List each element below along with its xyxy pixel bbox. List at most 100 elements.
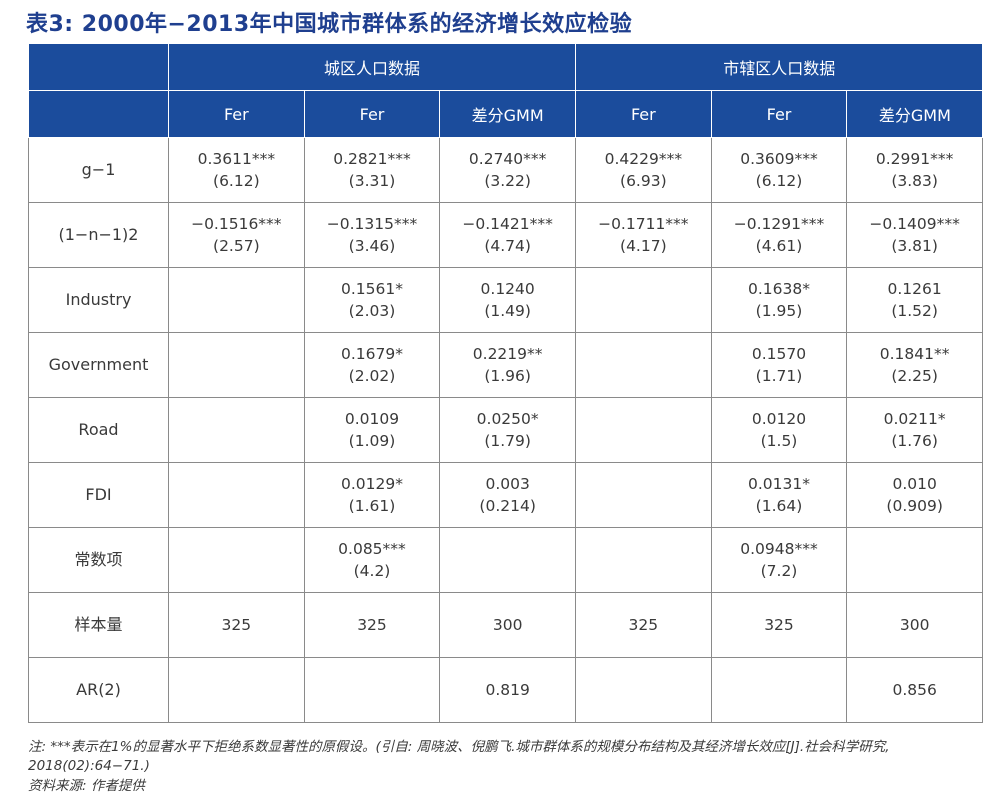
coefficient-value: 0.0120 — [751, 410, 807, 428]
column-header: Fer — [575, 90, 712, 138]
t-statistic: (4.61) — [755, 237, 803, 255]
table-cell — [575, 267, 712, 333]
table-cell: 0.0948*** (7.2) — [710, 527, 848, 593]
t-statistic: (4.2) — [353, 562, 391, 580]
table-cell — [168, 657, 305, 723]
table-note: 注: ***表示在1%的显著水平下拒绝系数显著性的原假设。(引自: 周晓波、倪鹏… — [28, 739, 890, 774]
t-statistic: (2.02) — [348, 367, 396, 385]
t-statistic: (1.49) — [484, 302, 531, 320]
table-row: Government 0.1679* (2.02) 0.2219** (1.96) 0.1… — [28, 332, 983, 398]
t-statistic: (1.52) — [891, 302, 938, 320]
t-statistic: (4.17) — [620, 237, 667, 255]
table-cell: 0.856 — [846, 657, 983, 723]
coefficient-value: 325 — [221, 616, 252, 634]
coefficient-value: 0.3611*** — [197, 150, 276, 168]
table-cell: 0.3611*** (6.12) — [168, 137, 305, 203]
column-header: Fer — [711, 90, 848, 138]
table-cell: 0.2991*** (3.83) — [846, 137, 983, 203]
coefficient-value: 325 — [764, 616, 794, 634]
coefficient-value: 0.1561* — [340, 280, 403, 298]
table-cell: 0.1261 (1.52) — [846, 267, 983, 333]
table-cell: 0.085*** (4.2) — [303, 527, 441, 593]
table-cell: 0.0129* (1.61) — [303, 462, 441, 528]
table-cell: −0.1516*** (2.57) — [168, 202, 305, 268]
table-row: g−1 0.3611*** (6.12) 0.2821*** (3.31) 0.2740*… — [28, 137, 983, 203]
table-cell: 300 — [846, 592, 983, 658]
table-cell — [168, 332, 305, 398]
table-cell: 300 — [439, 592, 576, 658]
table-row: Industry 0.1561* (2.03) 0.1240 (1.49) 0.1638*… — [28, 267, 983, 333]
column-header: 差分GMM — [846, 90, 983, 138]
row-label: Industry — [28, 267, 169, 333]
t-statistic: (6.12) — [213, 172, 260, 190]
coefficient-value: 0.0131* — [747, 475, 810, 493]
header-group-urban-population: 城区人口数据 — [168, 44, 576, 91]
coefficient-value: 0.0129* — [340, 475, 403, 493]
coefficient-value: 0.085*** — [338, 540, 406, 558]
table-cell: −0.1291*** (4.61) — [710, 202, 848, 268]
coefficient-value: 0.1638* — [747, 280, 810, 298]
coefficient-value: 0.0211* — [883, 410, 946, 428]
table-cell: 0.0250* (1.79) — [439, 397, 576, 463]
t-statistic: (3.81) — [891, 237, 938, 255]
table-cell: −0.1409*** (3.81) — [846, 202, 983, 268]
table-cell — [575, 527, 712, 593]
coefficient-value: 0.0948*** — [740, 540, 818, 558]
coefficient-value: 0.1240 — [480, 280, 535, 298]
header-group-district-population: 市辖区人口数据 — [575, 44, 983, 91]
t-statistic: (1.95) — [755, 302, 803, 320]
t-statistic: (0.909) — [886, 497, 943, 515]
coefficient-value: −0.1421*** — [462, 215, 553, 233]
coefficient-value: 300 — [899, 616, 930, 634]
t-statistic: (7.2) — [760, 562, 798, 580]
row-label: FDI — [28, 462, 169, 528]
coefficient-value: 300 — [492, 616, 523, 634]
coefficient-value: 0.1261 — [887, 280, 942, 298]
t-statistic: (3.22) — [484, 172, 531, 190]
table-cell: 0.1841** (2.25) — [846, 332, 983, 398]
table-row: 常数项 0.085*** (4.2) 0.0948*** (7.2) — [28, 527, 983, 593]
table-cell: 0.2740*** (3.22) — [439, 137, 576, 203]
t-statistic: (1.96) — [484, 367, 531, 385]
row-label: 常数项 — [28, 527, 169, 593]
data-source-note: 资料来源: 作者提供 — [28, 778, 145, 794]
t-statistic: (2.25) — [891, 367, 938, 385]
row-label: 样本量 — [28, 592, 169, 658]
table-cell: 325 — [710, 592, 848, 658]
t-statistic: (1.64) — [755, 497, 803, 515]
column-header: 差分GMM — [439, 90, 576, 138]
table-cell — [846, 527, 983, 593]
coefficient-value: 0.2219** — [472, 345, 543, 363]
table-cell: 0.0109 (1.09) — [303, 397, 441, 463]
coefficient-value: 0.2821*** — [333, 150, 411, 168]
coefficient-value: 0.2740*** — [468, 150, 547, 168]
table-cell — [168, 462, 305, 528]
table-row: Road 0.0109 (1.09) 0.0250* (1.79) 0.0120 (1.5)… — [28, 397, 983, 463]
table-cell: 0.3609*** (6.12) — [710, 137, 848, 203]
coefficient-value: −0.1516*** — [191, 215, 282, 233]
table-row: AR(2) 0.819 0.856 — [28, 657, 983, 723]
row-label: g−1 — [28, 137, 169, 203]
table-cell: 0.1638* (1.95) — [710, 267, 848, 333]
coefficient-value: −0.1711*** — [598, 215, 689, 233]
row-label: (1−n−1)2 — [28, 202, 169, 268]
row-label: Government — [28, 332, 169, 398]
table-cell: 0.0131* (1.64) — [710, 462, 848, 528]
coefficient-value: 0.856 — [892, 681, 937, 699]
table-cell: 0.2219** (1.96) — [439, 332, 576, 398]
coefficient-value: 0.003 — [485, 475, 530, 493]
table-cell: 0.1240 (1.49) — [439, 267, 576, 333]
table-cell: 325 — [303, 592, 441, 658]
table-cell — [303, 657, 441, 723]
header-corner-2 — [28, 90, 169, 138]
table-row: (1−n−1)2 −0.1516*** (2.57) −0.1315*** (3.46)… — [28, 202, 983, 268]
coefficient-value: 0.1570 — [751, 345, 807, 363]
table-cell: 325 — [575, 592, 712, 658]
t-statistic: (3.83) — [891, 172, 938, 190]
coefficient-value: −0.1291*** — [733, 215, 825, 233]
table-row: FDI 0.0129* (1.61) 0.003 (0.214) 0.0131* (1.64… — [28, 462, 983, 528]
t-statistic: (2.03) — [348, 302, 396, 320]
table-cell: 0.1561* (2.03) — [303, 267, 441, 333]
t-statistic: (6.12) — [755, 172, 803, 190]
t-statistic: (3.31) — [348, 172, 396, 190]
